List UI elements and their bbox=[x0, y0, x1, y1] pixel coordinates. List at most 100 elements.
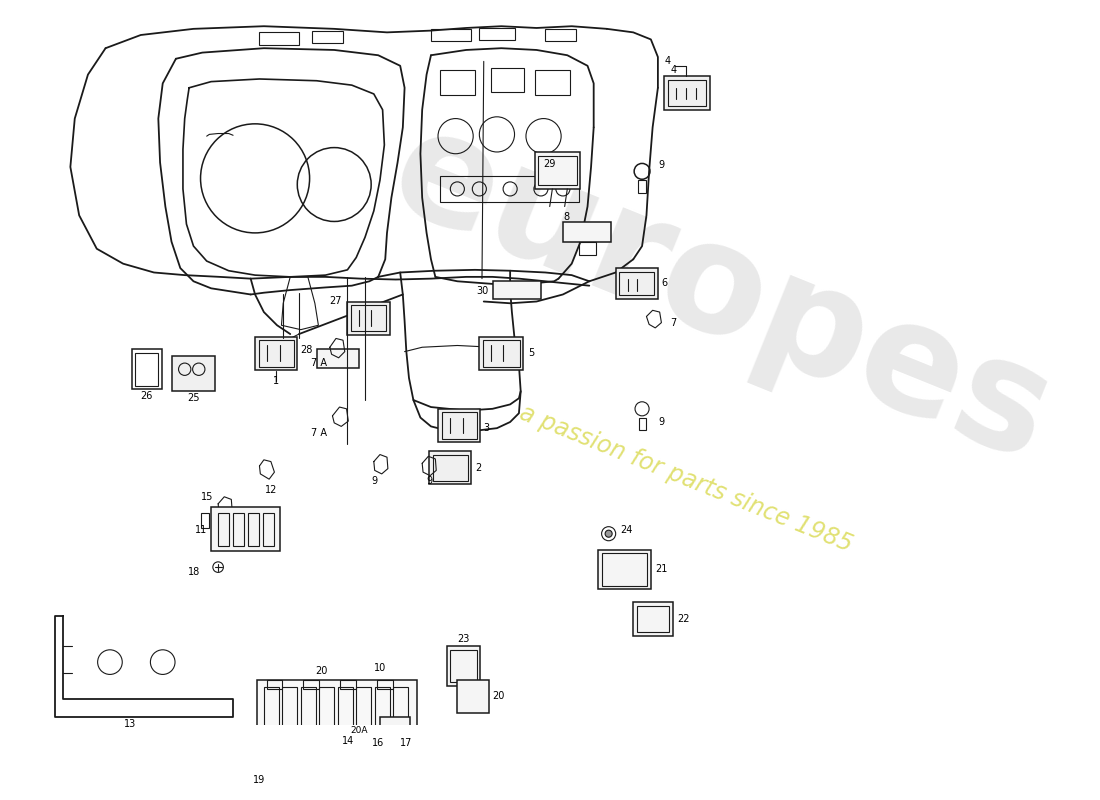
Bar bbox=[379, 717, 410, 745]
Bar bbox=[480, 337, 524, 370]
Text: 14: 14 bbox=[342, 736, 354, 746]
Text: 9: 9 bbox=[426, 476, 432, 486]
Bar bbox=[668, 80, 706, 106]
Text: 5: 5 bbox=[528, 349, 534, 358]
Text: 2: 2 bbox=[475, 462, 481, 473]
Bar bbox=[264, 686, 278, 742]
Bar bbox=[638, 418, 646, 430]
Text: 21: 21 bbox=[656, 564, 668, 574]
Bar bbox=[440, 70, 475, 95]
Bar bbox=[317, 349, 359, 368]
Bar bbox=[338, 686, 353, 742]
Text: 3: 3 bbox=[484, 423, 490, 433]
Bar bbox=[429, 451, 472, 485]
Text: 20A: 20A bbox=[350, 726, 367, 735]
Text: 11: 11 bbox=[196, 525, 208, 535]
Text: 12: 12 bbox=[265, 485, 277, 494]
Bar bbox=[341, 754, 355, 769]
Bar bbox=[450, 650, 476, 682]
Bar bbox=[244, 768, 274, 778]
Bar bbox=[260, 32, 299, 45]
Bar bbox=[616, 268, 658, 299]
Bar bbox=[579, 242, 596, 255]
Bar bbox=[266, 680, 283, 689]
Bar bbox=[211, 507, 279, 551]
Bar bbox=[638, 180, 647, 194]
Text: 7 A: 7 A bbox=[311, 429, 327, 438]
Bar bbox=[319, 686, 334, 742]
Bar bbox=[258, 340, 294, 366]
Bar bbox=[300, 686, 316, 742]
Bar bbox=[255, 337, 297, 370]
Text: 9: 9 bbox=[372, 476, 377, 486]
Text: 24: 24 bbox=[620, 525, 632, 535]
Bar bbox=[393, 686, 408, 742]
Text: 17: 17 bbox=[400, 738, 412, 748]
Text: 10: 10 bbox=[374, 663, 386, 674]
Text: 9: 9 bbox=[658, 160, 664, 170]
Text: 20: 20 bbox=[315, 666, 327, 676]
Bar bbox=[535, 152, 581, 189]
Bar bbox=[431, 29, 471, 41]
Bar bbox=[634, 602, 673, 636]
Bar bbox=[480, 28, 515, 40]
Bar bbox=[218, 513, 229, 546]
Text: 13: 13 bbox=[124, 718, 136, 729]
Bar bbox=[135, 353, 158, 386]
Text: 4: 4 bbox=[670, 65, 676, 75]
Bar bbox=[132, 349, 162, 390]
Text: a passion for parts since 1985: a passion for parts since 1985 bbox=[516, 402, 856, 557]
Text: europes: europes bbox=[371, 95, 1072, 494]
Bar bbox=[200, 513, 209, 529]
Bar bbox=[458, 680, 490, 713]
Text: 7 A: 7 A bbox=[311, 358, 327, 368]
Bar bbox=[664, 76, 710, 110]
Text: 30: 30 bbox=[476, 286, 488, 296]
Bar bbox=[535, 70, 570, 95]
Bar bbox=[598, 550, 651, 589]
Text: 20: 20 bbox=[493, 691, 505, 702]
Bar bbox=[619, 272, 654, 295]
Bar bbox=[491, 67, 525, 92]
Text: 29: 29 bbox=[543, 159, 556, 170]
Bar bbox=[432, 454, 468, 481]
Bar bbox=[538, 155, 578, 186]
Bar bbox=[304, 680, 319, 689]
Text: 15: 15 bbox=[200, 492, 212, 502]
Bar bbox=[233, 513, 243, 546]
Bar bbox=[283, 686, 297, 742]
Bar bbox=[441, 412, 476, 438]
Bar bbox=[248, 513, 258, 546]
Bar bbox=[440, 176, 579, 202]
Bar bbox=[637, 606, 669, 632]
Text: 26: 26 bbox=[141, 391, 153, 402]
Bar bbox=[483, 340, 520, 366]
Text: 25: 25 bbox=[187, 394, 200, 403]
Text: 28: 28 bbox=[300, 345, 312, 355]
Bar bbox=[447, 646, 481, 686]
Bar bbox=[348, 302, 389, 335]
Bar bbox=[256, 680, 417, 748]
Text: 19: 19 bbox=[253, 775, 265, 785]
Text: 8: 8 bbox=[563, 212, 569, 222]
Text: 23: 23 bbox=[458, 634, 470, 644]
Bar bbox=[546, 29, 576, 41]
Bar bbox=[493, 282, 541, 299]
Text: 18: 18 bbox=[188, 566, 200, 577]
Bar bbox=[312, 30, 343, 43]
Bar bbox=[602, 553, 647, 586]
Bar bbox=[263, 513, 274, 546]
Circle shape bbox=[605, 530, 613, 538]
Bar bbox=[173, 356, 214, 391]
Bar bbox=[375, 686, 389, 742]
Bar bbox=[356, 686, 371, 742]
Bar bbox=[377, 680, 393, 689]
Text: 7: 7 bbox=[670, 318, 676, 328]
Bar bbox=[563, 222, 612, 242]
Bar bbox=[339, 752, 358, 771]
Text: 4: 4 bbox=[664, 55, 670, 66]
Text: 27: 27 bbox=[329, 296, 341, 306]
Text: 16: 16 bbox=[372, 738, 384, 748]
Text: 22: 22 bbox=[678, 614, 690, 624]
Bar bbox=[438, 409, 481, 442]
